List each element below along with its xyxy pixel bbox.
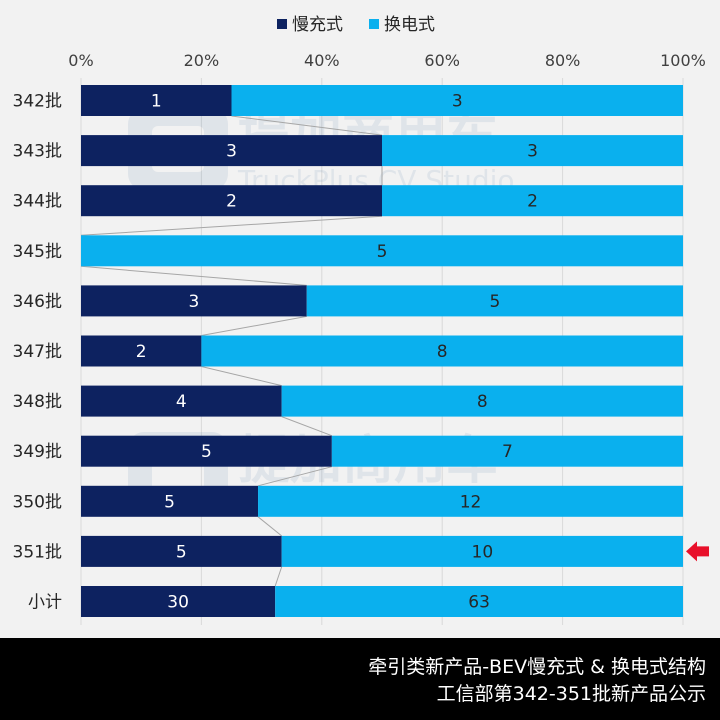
bar-segment-slow-charge: [81, 586, 276, 617]
data-label-battery-swap: 5: [377, 242, 388, 262]
data-label-slow-charge: 4: [176, 392, 187, 412]
connector-line: [257, 516, 282, 537]
caption-line-1: 牵引类新产品-BEV慢充式 & 换电式结构: [368, 656, 706, 678]
red-arrow-icon: [686, 541, 709, 562]
highlight-arrow-icon: [686, 541, 709, 562]
legend-label-slow-charge: 慢充式: [292, 14, 343, 35]
bar-segment-battery-swap: [382, 185, 683, 217]
legend-label-battery-swap: 换电式: [384, 15, 435, 35]
x-tick-label: 20%: [184, 51, 220, 70]
y-category-label: 344批: [13, 192, 62, 212]
bar-segment-slow-charge: [81, 535, 282, 567]
data-label-slow-charge: 5: [164, 492, 175, 512]
data-labels: 1 3 3 3 2 2 5 3 5 2 8 4 8 5 7 5 12 5 10 30 63: [136, 92, 538, 613]
y-category-label: 349批: [13, 442, 62, 462]
bars: [81, 85, 683, 617]
data-label-slow-charge: 5: [176, 542, 187, 562]
x-tick-label: 60%: [424, 51, 460, 70]
caption-bar: 牵引类新产品-BEV慢充式 & 换电式结构 工信部第342-351批新产品公示: [0, 638, 720, 720]
data-label-slow-charge: 3: [188, 292, 199, 312]
bar-segment-battery-swap: [281, 385, 683, 417]
connector-line: [201, 315, 307, 336]
bar-segment-battery-swap: [331, 435, 683, 467]
legend-swatch-slow-charge: [277, 19, 287, 29]
legend-swatch-battery-swap: [369, 19, 379, 29]
connector-line: [257, 466, 332, 487]
bar-segment-slow-charge: [81, 485, 259, 517]
bar-segment-battery-swap: [258, 485, 683, 517]
connector-line: [201, 366, 282, 387]
connector-line: [80, 215, 383, 236]
bar-segment-battery-swap: [306, 285, 683, 317]
data-label-battery-swap: 8: [477, 392, 488, 412]
y-category-label: 343批: [13, 142, 62, 162]
data-label-battery-swap: 7: [502, 442, 513, 462]
y-category-label: 小计: [28, 593, 62, 613]
connector-line: [274, 566, 283, 587]
data-label-battery-swap: 2: [527, 192, 538, 212]
bar-segment-slow-charge: [81, 85, 232, 116]
y-category-label: 348批: [13, 392, 62, 412]
data-label-battery-swap: 3: [452, 92, 463, 112]
x-tick-label: 0%: [68, 51, 93, 70]
y-category-label: 350批: [13, 492, 62, 512]
stacked-bar-chart: 提加商用车TruckPlus CV Studio提加商用车TruckPlus C…: [13, 14, 709, 625]
bar-segment-slow-charge: [81, 135, 382, 167]
caption-line-2: 工信部第342-351批新产品公示: [436, 683, 706, 705]
data-label-slow-charge: 2: [226, 192, 237, 212]
bar-segment-slow-charge: [81, 435, 332, 467]
bar-segment-battery-swap: [81, 235, 683, 267]
data-label-battery-swap: 63: [468, 593, 490, 613]
bar-segment-battery-swap: [275, 586, 683, 617]
x-tick-label: 80%: [545, 51, 581, 70]
y-category-label: 345批: [13, 242, 62, 262]
y-category-label: 347批: [13, 342, 62, 362]
data-label-slow-charge: 30: [167, 593, 189, 613]
y-category-label: 342批: [13, 92, 62, 112]
connector-line: [80, 265, 307, 286]
bar-segment-slow-charge: [81, 185, 382, 217]
x-tick-label: 100%: [660, 51, 706, 70]
data-label-battery-swap: 12: [460, 492, 482, 512]
bar-segment-battery-swap: [382, 135, 683, 167]
connector-line: [281, 416, 333, 437]
bar-segment-slow-charge: [81, 385, 282, 417]
legend: 慢充式 换电式: [277, 14, 435, 35]
bar-segment-battery-swap: [231, 85, 683, 116]
y-category-label: 351批: [13, 542, 62, 562]
data-label-slow-charge: 3: [226, 142, 237, 162]
x-tick-label: 40%: [304, 51, 340, 70]
data-label-battery-swap: 10: [472, 542, 494, 562]
bar-segment-slow-charge: [81, 285, 307, 317]
bar-segment-battery-swap: [281, 535, 683, 567]
bar-segment-battery-swap: [201, 335, 683, 367]
data-label-battery-swap: 3: [527, 142, 538, 162]
x-axis-tick-labels: 0% 20% 40% 60% 80% 100%: [68, 51, 706, 70]
data-label-battery-swap: 8: [437, 342, 448, 362]
y-category-label: 346批: [13, 292, 62, 312]
data-label-slow-charge: 5: [201, 442, 212, 462]
data-label-battery-swap: 5: [489, 292, 500, 312]
bar-segment-slow-charge: [81, 335, 202, 367]
connector-line: [231, 115, 383, 136]
series-connector-lines: [80, 115, 383, 587]
data-label-slow-charge: 1: [151, 92, 162, 112]
y-axis-labels: 342批 343批 344批 345批 346批 347批 348批 349批 350批 351批…: [13, 92, 62, 613]
data-label-slow-charge: 2: [136, 342, 147, 362]
